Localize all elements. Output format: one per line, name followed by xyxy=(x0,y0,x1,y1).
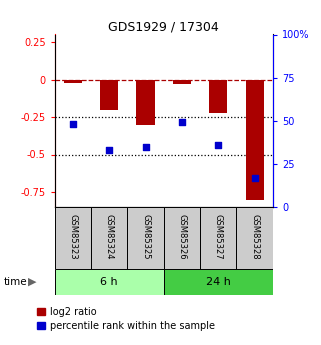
Bar xyxy=(55,269,164,295)
Point xyxy=(216,142,221,148)
Point xyxy=(143,144,148,149)
Bar xyxy=(164,269,273,295)
Bar xyxy=(64,79,82,82)
Bar xyxy=(164,207,200,269)
Text: GSM85326: GSM85326 xyxy=(178,215,187,260)
Bar xyxy=(209,79,227,112)
Text: 6 h: 6 h xyxy=(100,277,118,287)
Bar xyxy=(127,207,164,269)
Bar xyxy=(237,207,273,269)
Bar xyxy=(100,79,118,109)
Point xyxy=(70,121,75,127)
Legend: log2 ratio, percentile rank within the sample: log2 ratio, percentile rank within the s… xyxy=(37,307,215,331)
Text: GSM85327: GSM85327 xyxy=(214,215,223,260)
Bar xyxy=(246,79,264,199)
Bar xyxy=(91,207,127,269)
Bar xyxy=(173,79,191,84)
Text: GSM85328: GSM85328 xyxy=(250,215,259,260)
Point xyxy=(107,147,112,153)
Text: GSM85324: GSM85324 xyxy=(105,215,114,260)
Text: GSM85323: GSM85323 xyxy=(68,215,77,260)
Text: GSM85325: GSM85325 xyxy=(141,215,150,260)
Text: time: time xyxy=(3,277,27,287)
Bar xyxy=(136,79,155,125)
Bar xyxy=(55,207,91,269)
Text: ▶: ▶ xyxy=(28,277,36,287)
Bar xyxy=(200,207,237,269)
Point xyxy=(179,120,185,125)
Point xyxy=(252,175,257,180)
Title: GDS1929 / 17304: GDS1929 / 17304 xyxy=(108,20,219,33)
Text: 24 h: 24 h xyxy=(206,277,231,287)
